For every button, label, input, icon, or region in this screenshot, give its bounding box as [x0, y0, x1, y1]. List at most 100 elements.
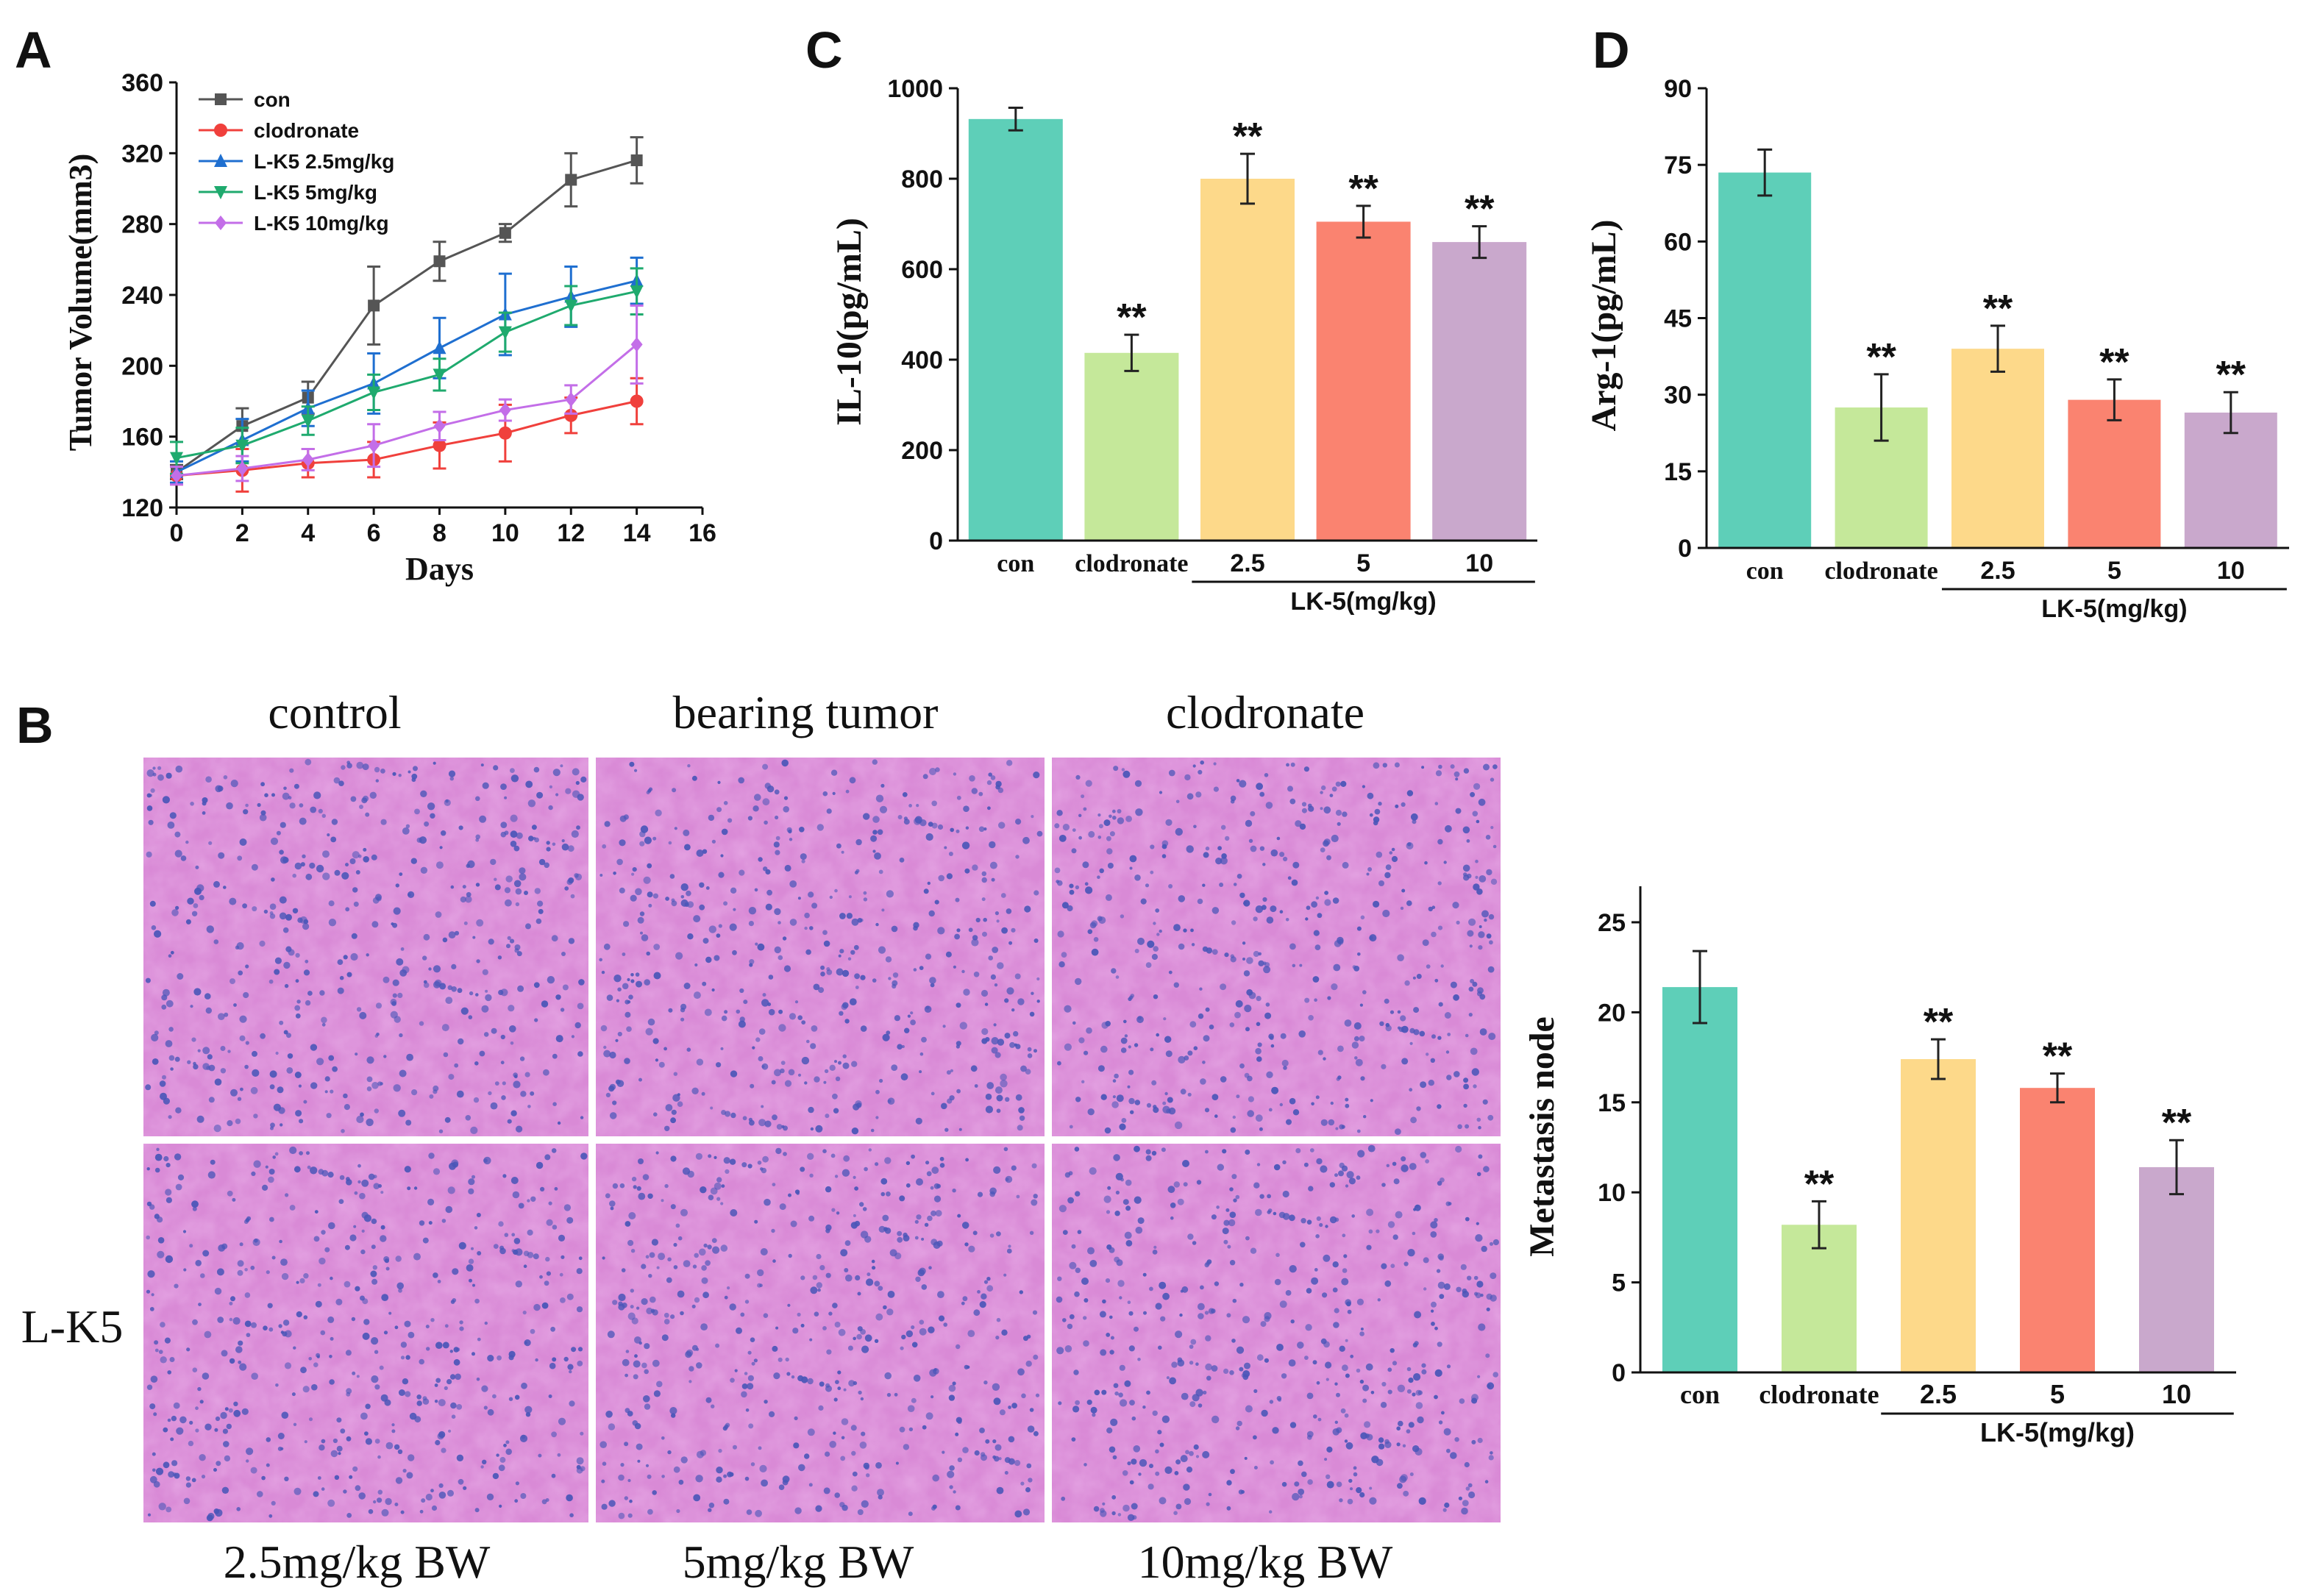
nucleus: [645, 1464, 650, 1467]
nucleus: [809, 926, 814, 930]
nucleus: [1244, 1005, 1252, 1013]
nucleus: [299, 1119, 304, 1124]
nucleus: [1220, 824, 1226, 830]
nucleus: [391, 1429, 396, 1433]
nucleus: [818, 987, 825, 994]
nucleus: [1170, 1203, 1176, 1208]
nucleus: [694, 1297, 700, 1303]
nucleus: [1075, 1097, 1081, 1102]
nucleus: [1437, 881, 1442, 886]
nucleus: [1112, 1455, 1117, 1460]
nucleus: [307, 1165, 311, 1169]
nucleus: [1478, 1125, 1481, 1130]
nucleus: [839, 913, 846, 919]
nucleus: [576, 825, 580, 830]
nucleus: [468, 1178, 475, 1186]
nucleus: [492, 1472, 499, 1480]
nucleus: [577, 1002, 584, 1010]
nucleus: [366, 1056, 374, 1064]
nucleus: [399, 1033, 403, 1038]
y-tick-label: 200: [121, 352, 163, 380]
nucleus: [1350, 1354, 1354, 1358]
nucleus: [1475, 1292, 1481, 1299]
nucleus: [800, 1323, 805, 1328]
nucleus: [1390, 1264, 1395, 1269]
nucleus: [772, 1259, 776, 1263]
nucleus: [1349, 1487, 1353, 1491]
nucleus: [1443, 861, 1447, 864]
nucleus: [282, 792, 290, 800]
nucleus: [944, 1127, 949, 1132]
nucleus: [475, 796, 480, 802]
nucleus: [384, 1258, 390, 1264]
nucleus: [804, 912, 810, 919]
data-point: [433, 438, 446, 452]
nucleus: [1473, 1084, 1477, 1089]
nucleus: [1159, 1281, 1167, 1289]
nucleus: [1366, 1244, 1372, 1250]
nucleus: [1459, 1398, 1465, 1404]
nucleus: [668, 841, 672, 845]
nucleus: [1236, 874, 1242, 879]
nucleus: [1444, 1012, 1451, 1019]
nucleus: [313, 1236, 320, 1242]
nucleus: [1289, 943, 1296, 950]
nucleus: [406, 1053, 413, 1061]
nucleus: [442, 1342, 449, 1349]
nucleus: [826, 1349, 832, 1355]
nucleus: [317, 1283, 321, 1287]
nucleus: [1362, 1398, 1367, 1403]
nucleus: [1029, 1408, 1034, 1412]
nucleus: [1335, 810, 1342, 816]
nucleus: [1008, 1244, 1011, 1248]
nucleus: [313, 791, 321, 799]
nucleus: [175, 765, 183, 773]
nucleus: [820, 965, 825, 970]
nucleus: [355, 870, 360, 874]
nucleus: [650, 1308, 655, 1314]
data-point: [433, 368, 446, 382]
nucleus: [229, 897, 237, 905]
nucleus: [235, 1346, 243, 1353]
series-line: [176, 279, 637, 474]
nucleus: [607, 1330, 615, 1339]
nucleus: [1033, 1431, 1039, 1436]
category-label-10: 10: [1465, 549, 1493, 577]
nucleus: [931, 1506, 936, 1511]
nucleus: [369, 791, 377, 799]
nucleus: [618, 1474, 625, 1481]
nucleus: [449, 777, 454, 781]
nucleus: [1243, 970, 1250, 977]
nucleus: [1245, 1405, 1253, 1413]
nucleus: [994, 983, 998, 987]
nucleus: [1343, 1254, 1348, 1258]
nucleus: [511, 1233, 516, 1237]
nucleus: [235, 1118, 241, 1125]
nucleus: [894, 1015, 900, 1022]
nucleus: [1340, 780, 1347, 787]
nucleus: [1072, 828, 1076, 832]
nucleus: [1158, 1345, 1162, 1350]
histology-side-label: L-K5: [21, 1300, 124, 1353]
nucleus: [427, 802, 435, 811]
nucleus: [444, 1116, 451, 1123]
nucleus: [321, 1016, 327, 1024]
nucleus: [1412, 1392, 1416, 1397]
nucleus: [640, 931, 643, 935]
nucleus: [434, 1400, 438, 1403]
nucleus: [1029, 1230, 1034, 1236]
nucleus: [809, 1173, 814, 1178]
nucleus: [871, 1259, 875, 1264]
nucleus: [830, 1153, 836, 1158]
nucleus: [644, 836, 652, 844]
nucleus: [380, 819, 387, 825]
nucleus: [166, 1163, 171, 1168]
nucleus: [897, 1236, 903, 1243]
nucleus: [749, 959, 755, 965]
nucleus: [880, 1178, 888, 1185]
nucleus: [293, 1422, 297, 1427]
nucleus: [1403, 1490, 1409, 1497]
nucleus: [884, 1372, 892, 1380]
nucleus: [1239, 1283, 1244, 1287]
nucleus: [886, 1308, 894, 1316]
